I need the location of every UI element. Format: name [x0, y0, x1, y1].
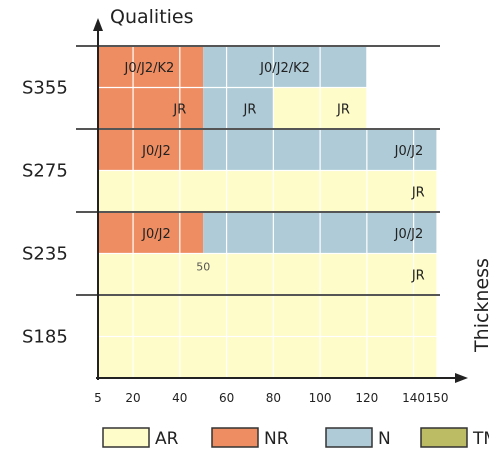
x-tick-140: 140 [402, 391, 425, 405]
grade-label-s355: S355 [22, 78, 68, 99]
x-axis-title: Thickness [471, 258, 489, 353]
cell-s235-nr [98, 212, 204, 254]
cell-label-s355: JR [172, 102, 186, 117]
x-tick-100: 100 [309, 391, 332, 405]
legend-swatch-nr [211, 427, 259, 448]
cell-label-s235: 50 [196, 260, 210, 273]
x-axis-arrow [455, 373, 468, 383]
x-tick-80: 80 [266, 391, 281, 405]
legend-label-tm: TM [472, 429, 489, 449]
chart-axes: Qualities Thickness [93, 6, 489, 383]
cell-s235-ar [98, 253, 437, 295]
cell-label-s235: J0/J2 [141, 227, 171, 242]
legend-swatch-tm [420, 427, 468, 448]
grade-band-dividers [76, 45, 440, 296]
cell-label-s275: JR [411, 185, 425, 200]
cell-s355-nr [98, 46, 204, 88]
cell-label-s275: J0/J2 [394, 144, 424, 159]
y-axis-title: Qualities [110, 6, 194, 28]
cell-label-s355: JR [243, 102, 257, 117]
cell-label-s235: JR [411, 268, 425, 283]
x-tick-5: 5 [94, 391, 102, 405]
cell-labels: J0/J2/K2 J0/J2/K2 JR JR JR J0/J2 J0/J2 JR J0/J2 J… [124, 61, 425, 284]
grade-label-s235: S235 [22, 244, 68, 265]
cell-s185-ar [98, 336, 437, 378]
cell-s185-ar [98, 295, 437, 337]
cell-label-s355: JR [336, 102, 350, 117]
x-tick-120: 120 [355, 391, 378, 405]
x-tick-60: 60 [219, 391, 234, 405]
x-tick-150: 150 [426, 391, 449, 405]
cell-label-s355: J0/J2/K2 [259, 61, 310, 76]
cell-label-s355: J0/J2/K2 [124, 61, 175, 76]
cell-s355-n [203, 87, 274, 129]
grade-label-s275: S275 [22, 161, 68, 182]
x-tick-20: 20 [125, 391, 140, 405]
cell-label-s275: J0/J2 [141, 144, 171, 159]
legend-swatch-n [325, 427, 373, 448]
grade-label-s185: S185 [22, 327, 68, 348]
cell-s275-ar [98, 170, 437, 212]
chart-legend: AR NR N TM [102, 427, 489, 449]
cell-s355-nr [98, 87, 204, 129]
x-tick-40: 40 [172, 391, 187, 405]
chart-gridlines [98, 46, 438, 378]
cell-s275-nr [98, 129, 204, 171]
cell-s355-n [203, 46, 367, 88]
legend-label-ar: AR [155, 429, 179, 449]
cell-label-s235: J0/J2 [394, 227, 424, 242]
legend-label-n: N [378, 429, 391, 449]
legend-label-nr: NR [264, 429, 289, 449]
y-axis-arrow [93, 18, 103, 31]
legend-swatch-ar [102, 427, 150, 448]
grade-labels: S355 S275 S235 S185 [22, 78, 68, 348]
x-tick-labels: 5 20 40 60 80 100 120 140 150 [94, 391, 448, 405]
